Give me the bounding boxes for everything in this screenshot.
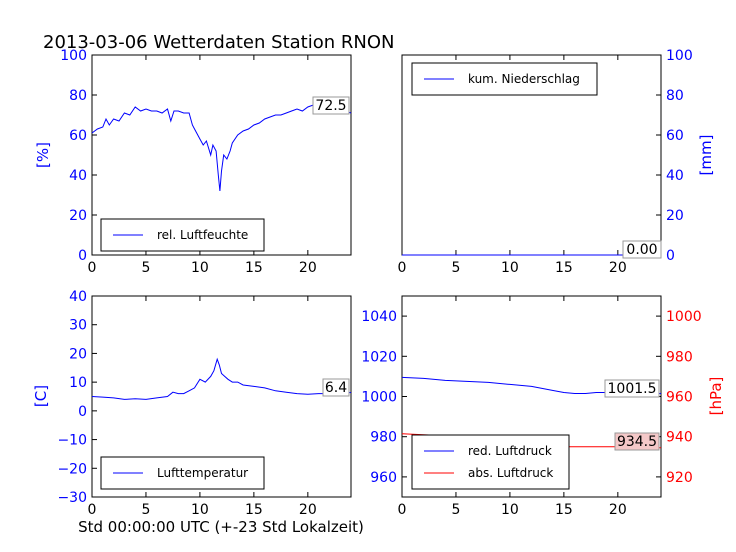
panel-4-legend xyxy=(411,434,570,490)
panel-4-ytick-label: 1000 xyxy=(361,390,397,406)
panel-3-xtick-label: 15 xyxy=(245,502,263,518)
panel-3-xtick-label: 0 xyxy=(88,502,97,518)
panel-2-ytick-label: 60 xyxy=(666,128,684,144)
panel-3-ytick-label: 40 xyxy=(69,289,87,305)
panel-1-ytick-label: 40 xyxy=(69,168,87,184)
bottom-x-axis-label: Std 00:00:00 UTC (+-23 Std Lokalzeit) xyxy=(78,518,364,536)
panel-1-xtick-label: 5 xyxy=(141,260,150,276)
panel-4-ytick-label: 940 xyxy=(666,430,693,446)
panel-1-ytick-label: 80 xyxy=(69,88,87,104)
panel-2-xtick-label: 15 xyxy=(555,260,573,276)
panel-2-xtick-label: 10 xyxy=(501,260,519,276)
figure-title: 2013-03-06 Wetterdaten Station RNON xyxy=(43,32,394,53)
panel-1-annotation-box xyxy=(312,96,350,115)
panel-2-ytick-label: 40 xyxy=(666,168,684,184)
panel-3-ytick-label: 10 xyxy=(69,375,87,391)
panel-3-ytick-label: 0 xyxy=(78,404,87,420)
panel-4-xtick-label: 15 xyxy=(555,502,573,518)
series-line-lufttemperatur xyxy=(91,357,352,400)
panel-4-ytick-label: 1040 xyxy=(361,309,397,325)
panel-4-annotation-box xyxy=(604,379,660,398)
panel-3-ytick-label: −20 xyxy=(57,461,87,477)
panel-3-y-axis-label: [C] xyxy=(32,385,50,407)
panel-2-annotation-box xyxy=(622,240,662,259)
panel-4-ytick-label: 1020 xyxy=(361,349,397,365)
panel-1-xtick-label: 15 xyxy=(245,260,263,276)
panel-2-xtick-label: 20 xyxy=(609,260,627,276)
panel-1-ytick-label: 60 xyxy=(69,128,87,144)
panel-4-xtick-label: 10 xyxy=(501,502,519,518)
panel-4-ytick-label: 980 xyxy=(666,349,693,365)
series-line-rel-luftfeuchte xyxy=(91,104,352,192)
panel-1-frame xyxy=(91,54,352,256)
panel-1-xtick-label: 20 xyxy=(299,260,317,276)
panel-3-annotation: 6.4 xyxy=(325,380,347,396)
panel-4-legend-label: abs. Luftdruck xyxy=(468,466,553,480)
panel-1-ytick-label: 0 xyxy=(78,248,87,264)
panel-1-ytick-label: 100 xyxy=(60,48,87,64)
panel-4-y-axis-label: [hPa] xyxy=(707,377,725,416)
panel-4-xtick-label: 20 xyxy=(609,502,627,518)
panel-2-y-axis-label: [mm] xyxy=(697,135,715,176)
panel-3-annotation-box xyxy=(322,378,350,397)
panel-4-xtick-label: 0 xyxy=(398,502,407,518)
panel-1-xtick-label: 0 xyxy=(88,260,97,276)
panel-4-ytick-label: 980 xyxy=(370,430,397,446)
panel-2-ytick-label: 80 xyxy=(666,88,684,104)
panel-2-ytick-label: 0 xyxy=(666,248,675,264)
panel-3-ytick-label: −10 xyxy=(57,433,87,449)
panel-4-xtick-label: 5 xyxy=(451,502,460,518)
panel-3-xtick-label: 5 xyxy=(141,502,150,518)
panel-4-annotation: 934.5 xyxy=(617,434,657,450)
panel-4-annotation: 1001.5 xyxy=(608,381,657,397)
panel-2-annotation: 0.00 xyxy=(626,242,657,258)
panel-4-ytick-label: 960 xyxy=(370,470,397,486)
panel-2-ytick-label: 20 xyxy=(666,208,684,224)
panel-1-annotation: 72.5 xyxy=(315,98,346,114)
panel-1-y-axis-label: [%] xyxy=(34,142,52,168)
panel-1-legend-label: rel. Luftfeuchte xyxy=(157,228,248,242)
panel-3-xtick-label: 10 xyxy=(191,502,209,518)
panel-4-ytick-label: 1000 xyxy=(666,309,702,325)
panel-2-legend-label: kum. Niederschlag xyxy=(468,72,580,86)
panel-2-xtick-label: 5 xyxy=(451,260,460,276)
panel-4-ytick-label: 960 xyxy=(666,390,693,406)
panel-2-ytick-label: 100 xyxy=(666,48,693,64)
panel-4-ytick-label: 920 xyxy=(666,470,693,486)
panel-3-ytick-label: −30 xyxy=(57,490,87,506)
panel-1-xtick-label: 10 xyxy=(191,260,209,276)
panel-3-xtick-label: 20 xyxy=(299,502,317,518)
panel-3-ytick-label: 30 xyxy=(69,318,87,334)
panel-3-ytick-label: 20 xyxy=(69,346,87,362)
panel-1-ytick-label: 20 xyxy=(69,208,87,224)
panel-2-xtick-label: 0 xyxy=(398,260,407,276)
panel-4-annotation-box xyxy=(614,432,660,451)
panel-4-legend-label: red. Luftdruck xyxy=(468,444,552,458)
panel-3-legend-label: Lufttemperatur xyxy=(157,466,248,480)
